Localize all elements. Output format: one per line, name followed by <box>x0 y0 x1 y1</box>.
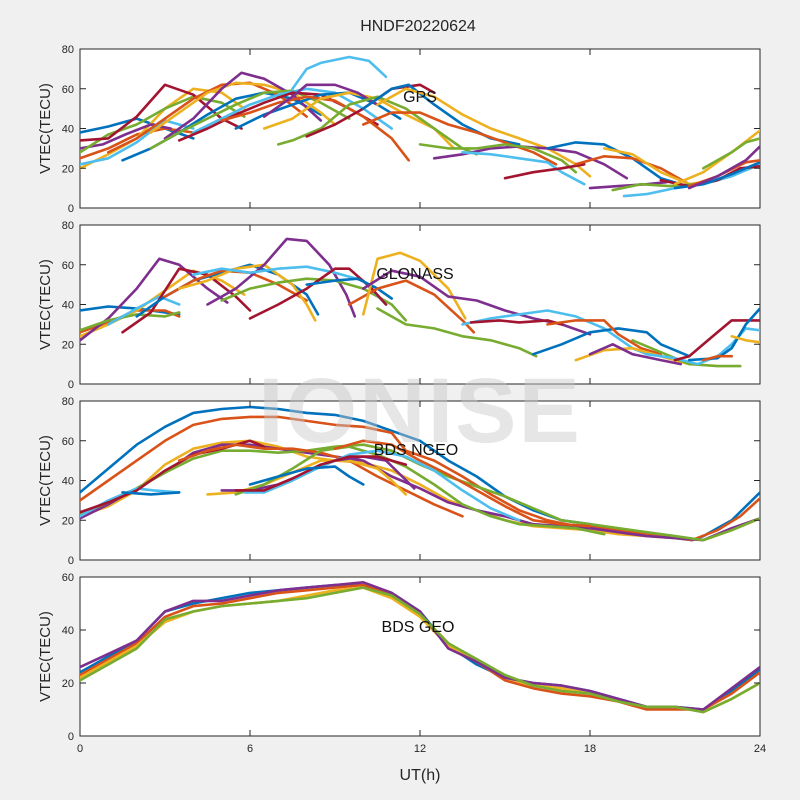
series-group <box>80 405 760 542</box>
x-tick-label: 0 <box>77 743 83 755</box>
series-group <box>80 55 760 198</box>
series-line <box>149 81 337 134</box>
series-line <box>80 586 760 714</box>
series-line <box>333 439 592 528</box>
y-tick-label: 60 <box>62 436 74 448</box>
y-tick-label: 60 <box>62 260 74 272</box>
y-tick-label: 60 <box>62 572 74 584</box>
series-line <box>376 87 592 178</box>
series-line <box>234 445 606 536</box>
series-line <box>305 277 393 300</box>
panel-1: 0 20 40 60 80 VTEC(TECU) GPS <box>37 44 761 215</box>
series-line <box>546 319 663 356</box>
panel-3: 0 20 40 60 80 VTEC(TECU) BDS NGEO <box>37 396 761 567</box>
series-line <box>262 83 379 118</box>
series-line <box>248 267 388 320</box>
series-line <box>730 335 760 344</box>
y-tick-label: 20 <box>62 163 74 175</box>
series-line <box>291 55 388 91</box>
series-line <box>673 319 760 362</box>
series-line <box>277 95 478 156</box>
series-line <box>121 491 181 496</box>
series-line <box>347 279 476 334</box>
series-group <box>80 581 760 714</box>
series-line <box>80 95 246 154</box>
x-tick-label: 24 <box>754 743 766 755</box>
y-tick-label: 0 <box>68 379 74 391</box>
series-group <box>80 237 760 368</box>
y-tick-label: 80 <box>62 44 74 56</box>
y-tick-label: 0 <box>68 731 74 743</box>
series-line <box>80 127 195 160</box>
series-line <box>234 455 408 492</box>
y-tick-label: 40 <box>62 124 74 136</box>
panel-annotation: BDS NGEO <box>374 442 458 459</box>
figure-title: HNDF20220624 <box>360 18 476 35</box>
y-axis-label: VTEC(TECU) <box>37 83 54 174</box>
y-tick-label: 40 <box>62 300 74 312</box>
x-tick-label: 6 <box>247 743 253 755</box>
series-line <box>532 327 691 358</box>
x-tick-label: 12 <box>414 743 426 755</box>
series-line <box>631 339 742 368</box>
series-line <box>243 449 521 522</box>
series-line <box>461 309 648 356</box>
series-line <box>362 251 467 320</box>
series-line <box>702 137 760 170</box>
series-line <box>574 155 691 186</box>
y-axis-label: VTEC(TECU) <box>37 611 54 702</box>
panel-annotation: GLONASS <box>376 266 453 283</box>
series-line <box>588 343 682 366</box>
series-line <box>177 443 464 518</box>
series-line <box>80 119 195 166</box>
series-line <box>469 319 563 326</box>
panel-annotation: BDS GEO <box>382 619 455 636</box>
y-tick-label: 40 <box>62 625 74 637</box>
panel-4: 0 20 40 60 0 6 12 18 24 VTEC(TECU) BDS GEO <box>37 572 766 755</box>
series-line <box>418 143 578 174</box>
series-line <box>163 71 323 140</box>
series-line <box>503 163 586 180</box>
y-tick-label: 60 <box>62 84 74 96</box>
series-line <box>121 267 252 334</box>
series-line <box>80 443 760 542</box>
panel-2: 0 20 40 60 80 VTEC(TECU) GLONASS <box>37 220 761 391</box>
plot-area <box>79 576 761 737</box>
series-line <box>206 237 357 318</box>
series-line <box>107 295 181 326</box>
series-line <box>80 257 229 342</box>
series-line <box>80 415 760 542</box>
series-line <box>687 145 760 190</box>
y-axis-label: VTEC(TECU) <box>37 435 54 526</box>
panel-annotation: GPS <box>403 89 437 106</box>
y-tick-label: 20 <box>62 339 74 351</box>
y-tick-label: 0 <box>68 555 74 567</box>
series-line <box>362 111 558 166</box>
series-line <box>80 311 181 332</box>
y-tick-label: 80 <box>62 220 74 232</box>
series-line <box>80 439 266 514</box>
series-line <box>376 307 538 358</box>
series-line <box>702 354 733 362</box>
x-tick-label: 18 <box>584 743 596 755</box>
y-tick-label: 20 <box>62 678 74 690</box>
y-tick-label: 80 <box>62 396 74 408</box>
y-tick-label: 20 <box>62 515 74 527</box>
series-line <box>461 151 586 186</box>
watermark: IONISE <box>258 360 582 462</box>
y-axis-label: VTEC(TECU) <box>37 259 54 350</box>
y-tick-label: 40 <box>62 476 74 488</box>
x-axis-label: UT(h) <box>400 767 441 784</box>
series-line <box>248 465 365 486</box>
y-tick-label: 0 <box>68 203 74 215</box>
